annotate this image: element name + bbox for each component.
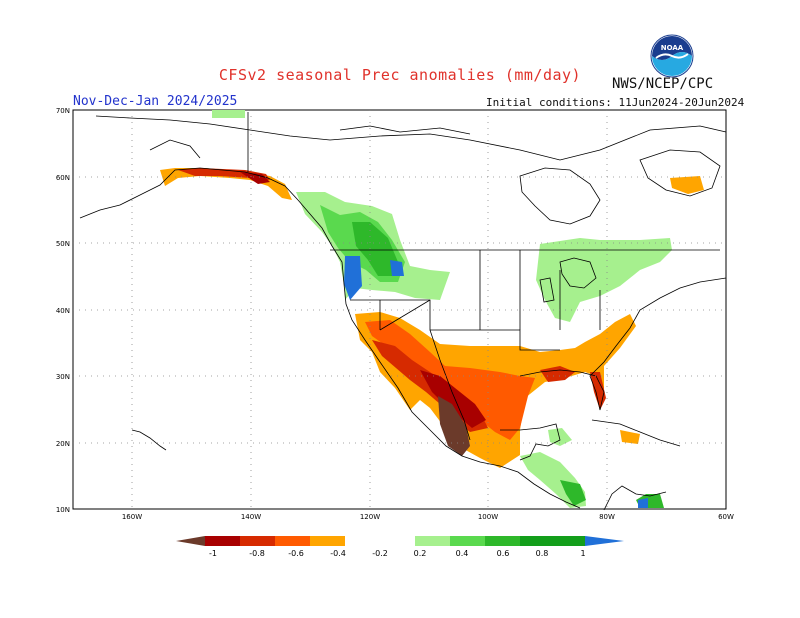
lat-label: 50N xyxy=(56,240,70,248)
lat-label: 70N xyxy=(56,107,70,115)
legend-swatch xyxy=(585,536,624,546)
legend-swatch xyxy=(176,536,205,546)
organization-label: NWS/NCEP/CPC xyxy=(612,76,714,92)
legend-label: -0.2 xyxy=(372,549,388,558)
legend-swatch xyxy=(240,536,275,546)
legend-swatch xyxy=(415,536,450,546)
lon-label: 160W xyxy=(122,513,142,521)
legend-swatch xyxy=(555,536,585,546)
lat-label: 60N xyxy=(56,174,70,182)
lat-label: 30N xyxy=(56,373,70,381)
initial-conditions-label: Initial conditions: 11Jun2024-20Jun2024 xyxy=(486,96,745,109)
legend-label: 0.8 xyxy=(536,549,549,558)
legend-swatch xyxy=(450,536,485,546)
lat-label: 10N xyxy=(56,506,70,514)
lon-label: 120W xyxy=(360,513,380,521)
legend-label: 0.4 xyxy=(456,549,469,558)
lat-labels: 70N 60N 50N 40N 30N 20N 10N xyxy=(56,107,70,514)
legend-swatch xyxy=(380,536,415,546)
color-legend: -1 -0.8 -0.6 -0.4 -0.2 0.2 0.4 0.6 0.8 1 xyxy=(176,536,624,558)
legend-label: -0.8 xyxy=(249,549,265,558)
legend-label: 0.6 xyxy=(497,549,510,558)
lon-label: 80W xyxy=(599,513,615,521)
legend-swatch xyxy=(520,536,555,546)
legend-label: -1 xyxy=(209,549,217,558)
logo-text: NOAA xyxy=(661,44,684,52)
lon-label: 140W xyxy=(241,513,261,521)
legend-swatch xyxy=(275,536,310,546)
page-title: CFSv2 seasonal Prec anomalies (mm/day) xyxy=(218,66,582,84)
legend-swatch xyxy=(310,536,345,546)
season-label: Nov-Dec-Jan 2024/2025 xyxy=(73,94,238,109)
lat-label: 20N xyxy=(56,440,70,448)
lat-label: 40N xyxy=(56,307,70,315)
lon-labels: 160W 140W 120W 100W 80W 60W xyxy=(122,513,734,521)
noaa-logo-icon: NOAA xyxy=(650,34,694,78)
legend-label: -0.4 xyxy=(330,549,346,558)
lon-label: 60W xyxy=(718,513,734,521)
legend-label: 1 xyxy=(580,549,585,558)
legend-label: 0.2 xyxy=(414,549,427,558)
graticule xyxy=(73,110,726,509)
lon-label: 100W xyxy=(478,513,498,521)
legend-swatch xyxy=(485,536,520,546)
legend-swatch xyxy=(345,536,380,546)
legend-label: -0.6 xyxy=(288,549,304,558)
legend-swatch xyxy=(205,536,240,546)
